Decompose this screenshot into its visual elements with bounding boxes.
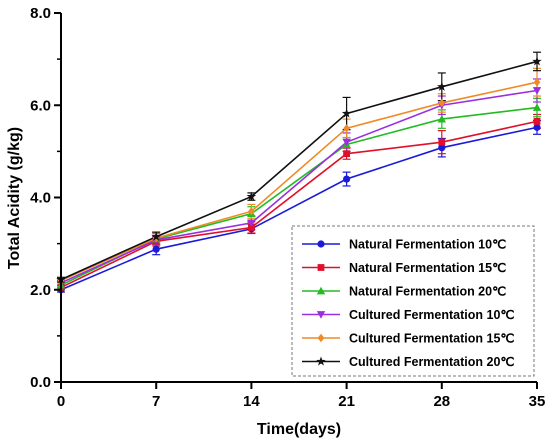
data-point bbox=[341, 108, 352, 118]
data-point bbox=[533, 77, 541, 87]
x-tick-label: 7 bbox=[152, 393, 160, 410]
data-point bbox=[247, 219, 256, 228]
data-point bbox=[532, 87, 542, 95]
legend-label: Natural Fermentation 15℃ bbox=[349, 261, 506, 275]
data-point bbox=[438, 144, 446, 152]
data-point bbox=[343, 124, 350, 133]
y-tick-label: 4.0 bbox=[30, 190, 51, 207]
data-point bbox=[342, 138, 351, 147]
legend: Natural Fermentation 10℃ Natural Fermenta… bbox=[291, 225, 535, 377]
legend-swatch-marker bbox=[317, 240, 325, 248]
y-axis-title: Total Acidity (g/kg) bbox=[6, 127, 23, 269]
legend-label: Cultured Fermentation 15℃ bbox=[349, 332, 514, 346]
data-point bbox=[438, 98, 446, 108]
data-point bbox=[246, 191, 257, 201]
legend-box bbox=[291, 225, 535, 377]
legend-label: Natural Fermentation 20℃ bbox=[349, 285, 506, 299]
x-tick-label: 14 bbox=[243, 393, 260, 410]
series-line-4 bbox=[60, 89, 538, 284]
legend-label: Cultured Fermentation 20℃ bbox=[349, 355, 514, 369]
series-markers bbox=[56, 56, 542, 294]
data-point bbox=[437, 114, 446, 123]
series-line-1 bbox=[60, 126, 538, 291]
y-axis-ticks: 0.0 2.0 4.0 6.0 8.0 bbox=[30, 5, 61, 391]
data-point bbox=[248, 224, 255, 231]
series-line-2 bbox=[60, 120, 538, 289]
data-point bbox=[152, 245, 160, 253]
y-tick-label: 6.0 bbox=[30, 97, 51, 114]
data-point bbox=[532, 103, 542, 111]
data-point bbox=[532, 56, 542, 66]
legend-swatch-marker bbox=[316, 286, 326, 295]
x-axis-ticks: 0 7 14 21 28 35 bbox=[57, 382, 546, 410]
legend-swatch-marker bbox=[316, 356, 326, 366]
legend-swatch-marker bbox=[316, 311, 326, 319]
legend-swatch-marker bbox=[317, 333, 325, 343]
data-point bbox=[438, 138, 446, 146]
x-tick-label: 21 bbox=[338, 393, 355, 410]
data-point bbox=[151, 231, 161, 241]
y-tick-label: 0.0 bbox=[30, 374, 51, 391]
series-line-5 bbox=[60, 81, 538, 282]
x-tick-label: 35 bbox=[529, 393, 546, 410]
data-point bbox=[533, 117, 541, 125]
series-lines bbox=[60, 60, 538, 291]
legend-label: Natural Fermentation 10℃ bbox=[349, 238, 506, 252]
data-point bbox=[533, 123, 541, 131]
y-tick-label: 8.0 bbox=[30, 5, 51, 22]
x-tick-label: 0 bbox=[57, 393, 65, 410]
series-line-6 bbox=[60, 60, 538, 281]
x-tick-label: 28 bbox=[433, 393, 450, 410]
y-tick-label: 2.0 bbox=[30, 282, 51, 299]
data-point bbox=[248, 207, 255, 216]
data-point bbox=[343, 175, 351, 183]
data-point bbox=[437, 81, 447, 91]
data-point bbox=[343, 150, 350, 158]
x-axis-title: Time(days) bbox=[257, 421, 341, 438]
legend-swatch-marker bbox=[317, 264, 325, 271]
legend-items: Natural Fermentation 10℃ Natural Fermenta… bbox=[302, 238, 514, 369]
legend-label: Cultured Fermentation 10℃ bbox=[349, 308, 514, 322]
